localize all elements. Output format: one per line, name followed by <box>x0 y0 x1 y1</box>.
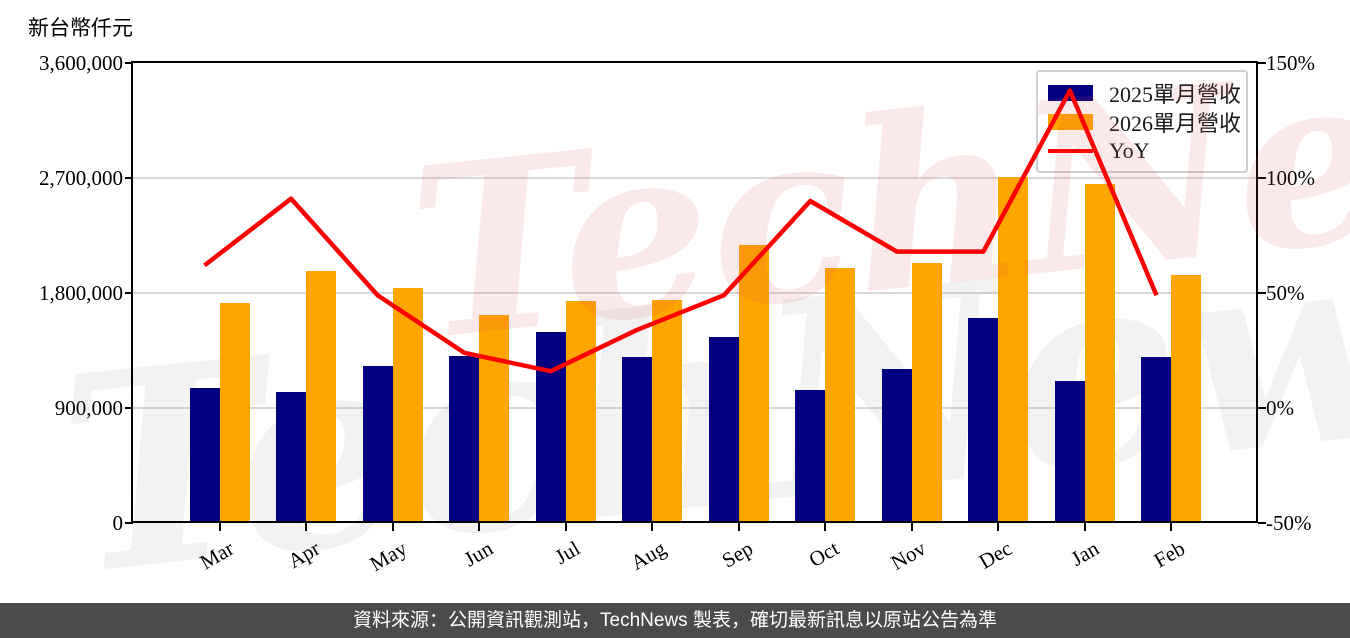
bar-2026-Mar <box>219 302 250 523</box>
right-axis-tick <box>1258 292 1266 294</box>
x-axis-tick <box>910 523 913 531</box>
x-axis-tick <box>824 523 827 531</box>
right-axis-tick <box>1258 177 1266 179</box>
right-axis-tick <box>1258 407 1266 409</box>
right-axis-tick <box>1258 522 1266 524</box>
x-axis-tick <box>564 523 567 531</box>
x-axis-tick <box>305 523 308 531</box>
right-axis-label: 150% <box>1266 51 1315 75</box>
yoy-line <box>203 88 1159 374</box>
bar-2025-Nov <box>881 369 912 523</box>
x-axis-label-Apr: Apr <box>283 536 325 574</box>
bar-2026-Feb <box>1171 274 1202 523</box>
left-axis-tick <box>125 62 133 64</box>
x-axis-label-Sep: Sep <box>717 536 757 573</box>
right-axis-tick <box>1258 62 1266 64</box>
x-axis-tick <box>1083 523 1086 531</box>
left-axis-label: 3,600,000 <box>39 51 123 75</box>
bar-2026-Aug <box>652 300 683 523</box>
bar-2025-May <box>362 365 393 523</box>
bars-layer <box>133 63 1258 523</box>
bar-2025-Apr <box>276 391 307 523</box>
x-axis-label-Feb: Feb <box>1150 536 1190 573</box>
right-axis-label: 0% <box>1266 396 1294 420</box>
x-axis-tick <box>218 523 221 531</box>
right-axis-label: 50% <box>1266 281 1305 305</box>
left-axis-label: 900,000 <box>54 396 123 420</box>
x-axis-label-Mar: Mar <box>195 536 238 575</box>
left-axis-tick <box>125 522 133 524</box>
left-axis-tick <box>125 407 133 409</box>
x-axis-label-Oct: Oct <box>805 536 844 572</box>
x-axis-label-Jan: Jan <box>1066 536 1103 571</box>
bar-2025-Mar <box>189 388 220 523</box>
gridline <box>133 407 1258 409</box>
bar-2025-Feb <box>1141 356 1172 523</box>
bar-2026-Apr <box>306 271 337 523</box>
bar-2026-May <box>392 288 423 523</box>
x-axis-tick <box>651 523 654 531</box>
x-axis-label-Nov: Nov <box>886 536 930 575</box>
x-axis-tick <box>391 523 394 531</box>
footer-source-note: 資料來源：公開資訊觀測站，TechNews 製表，確切最新訊息以原站公告為準 <box>0 603 1350 638</box>
bar-2025-Aug <box>622 356 653 523</box>
x-axis-label-Jun: Jun <box>459 536 498 572</box>
legend-label-2025: 2025單月營收 <box>1109 81 1242 107</box>
legend-label-2026: 2026單月營收 <box>1109 110 1242 136</box>
bar-2026-Sep <box>738 244 769 523</box>
left-axis-label: 2,700,000 <box>39 166 123 190</box>
left-axis-tick <box>125 177 133 179</box>
legend-swatch-yoy <box>1048 148 1093 153</box>
right-axis-label: 100% <box>1266 166 1315 190</box>
bar-2025-Jul <box>535 331 566 523</box>
x-axis-label-Jul: Jul <box>550 536 584 570</box>
x-axis-tick <box>1170 523 1173 531</box>
legend: 2025單月營收 2026單月營收 YoY <box>1036 70 1248 173</box>
bar-2026-Nov <box>911 262 942 523</box>
bar-2026-Jan <box>1084 184 1115 523</box>
gridline <box>133 292 1258 294</box>
bar-2025-Oct <box>795 389 826 523</box>
x-axis-label-Aug: Aug <box>626 536 671 575</box>
bar-2026-Jul <box>565 300 596 523</box>
bar-2026-Oct <box>825 267 856 523</box>
bar-2026-Dec <box>998 177 1029 523</box>
left-axis-title: 新台幣仟元 <box>28 16 133 40</box>
x-axis-tick <box>997 523 1000 531</box>
plot-area <box>133 63 1258 523</box>
left-axis-label: 1,800,000 <box>39 281 123 305</box>
bar-2025-Jan <box>1054 381 1085 523</box>
x-axis-label-May: May <box>365 536 411 577</box>
gridline <box>133 177 1258 179</box>
yoy-line-layer <box>203 88 1159 374</box>
bar-2025-Dec <box>968 317 999 523</box>
x-axis-tick <box>737 523 740 531</box>
right-axis-label: -50% <box>1266 511 1312 535</box>
left-axis-tick <box>125 292 133 294</box>
bar-2025-Jun <box>449 355 480 523</box>
x-axis-label-Dec: Dec <box>975 536 1017 574</box>
bar-2026-Jun <box>479 314 510 523</box>
left-axis-label: 0 <box>112 511 124 535</box>
x-axis-tick <box>478 523 481 531</box>
legend-label-yoy: YoY <box>1109 137 1150 163</box>
legend-item-yoy: YoY <box>1048 136 1236 165</box>
bar-2025-Sep <box>708 336 739 523</box>
